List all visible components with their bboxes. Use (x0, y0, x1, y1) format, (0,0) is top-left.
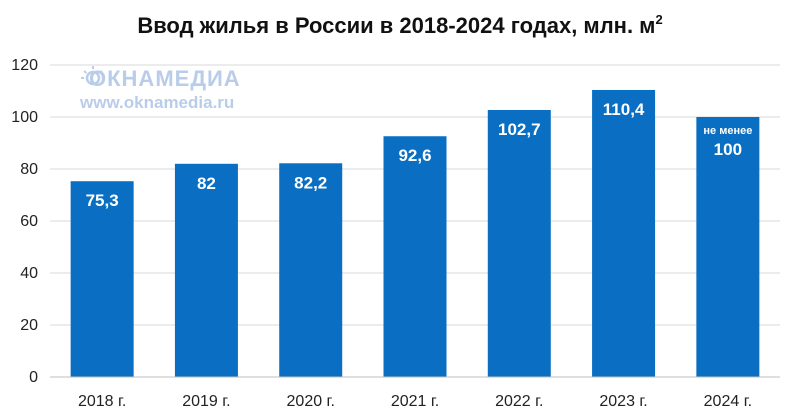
x-tick-label: 2024 г. (704, 393, 752, 410)
chart-title: Ввод жилья в России в 2018-2024 годах, м… (137, 12, 662, 38)
y-tick-label: 40 (20, 265, 38, 282)
data-label: 82 (197, 174, 216, 193)
x-tick-label: 2018 г. (78, 393, 126, 410)
data-label: 102,7 (498, 120, 541, 139)
y-tick-label: 60 (20, 213, 38, 230)
brand-watermark: ОКНАМЕДИА www.oknamedia.ru (79, 66, 241, 112)
y-tick-label: 120 (11, 57, 38, 74)
data-label-prefix: не менее (703, 125, 752, 137)
y-tick-label: 0 (29, 369, 38, 386)
sun-logo-icon (81, 66, 103, 86)
x-tick-label: 2023 г. (599, 393, 647, 410)
bar (592, 89, 656, 378)
y-tick-label: 80 (20, 161, 38, 178)
bar (70, 181, 134, 377)
x-tick-label: 2022 г. (495, 393, 543, 410)
x-tick-label: 2020 г. (287, 393, 335, 410)
bar (174, 163, 238, 377)
data-label: 75,3 (86, 191, 119, 210)
bar (383, 136, 447, 377)
y-axis-ticks: 0 20 40 60 80 100 120 (11, 57, 38, 386)
chart-title-superscript: 2 (655, 12, 662, 27)
bar (696, 117, 760, 377)
chart-title-text: Ввод жилья в России в 2018-2024 годах, м… (137, 13, 655, 38)
brand-name: ОКНАМЕДИА (89, 66, 241, 91)
data-label: 110,4 (603, 100, 645, 119)
data-label: 100 (714, 140, 742, 159)
x-axis-labels: 2018 г. 2019 г. 2020 г. 2021 г. 2022 г. 2023 … (78, 393, 752, 410)
data-label: 92,6 (398, 146, 431, 165)
x-tick-label: 2021 г. (391, 393, 439, 410)
data-labels: 75,3 82 82,2 92,6 102,7 110,4 не менее 100 (86, 100, 753, 210)
y-tick-label: 20 (20, 317, 38, 334)
brand-url: www.oknamedia.ru (79, 93, 234, 112)
bar (279, 163, 343, 377)
bar (487, 109, 551, 377)
x-tick-label: 2019 г. (182, 393, 230, 410)
bars (70, 89, 760, 378)
data-label: 82,2 (294, 173, 327, 192)
y-tick-label: 100 (11, 109, 38, 126)
